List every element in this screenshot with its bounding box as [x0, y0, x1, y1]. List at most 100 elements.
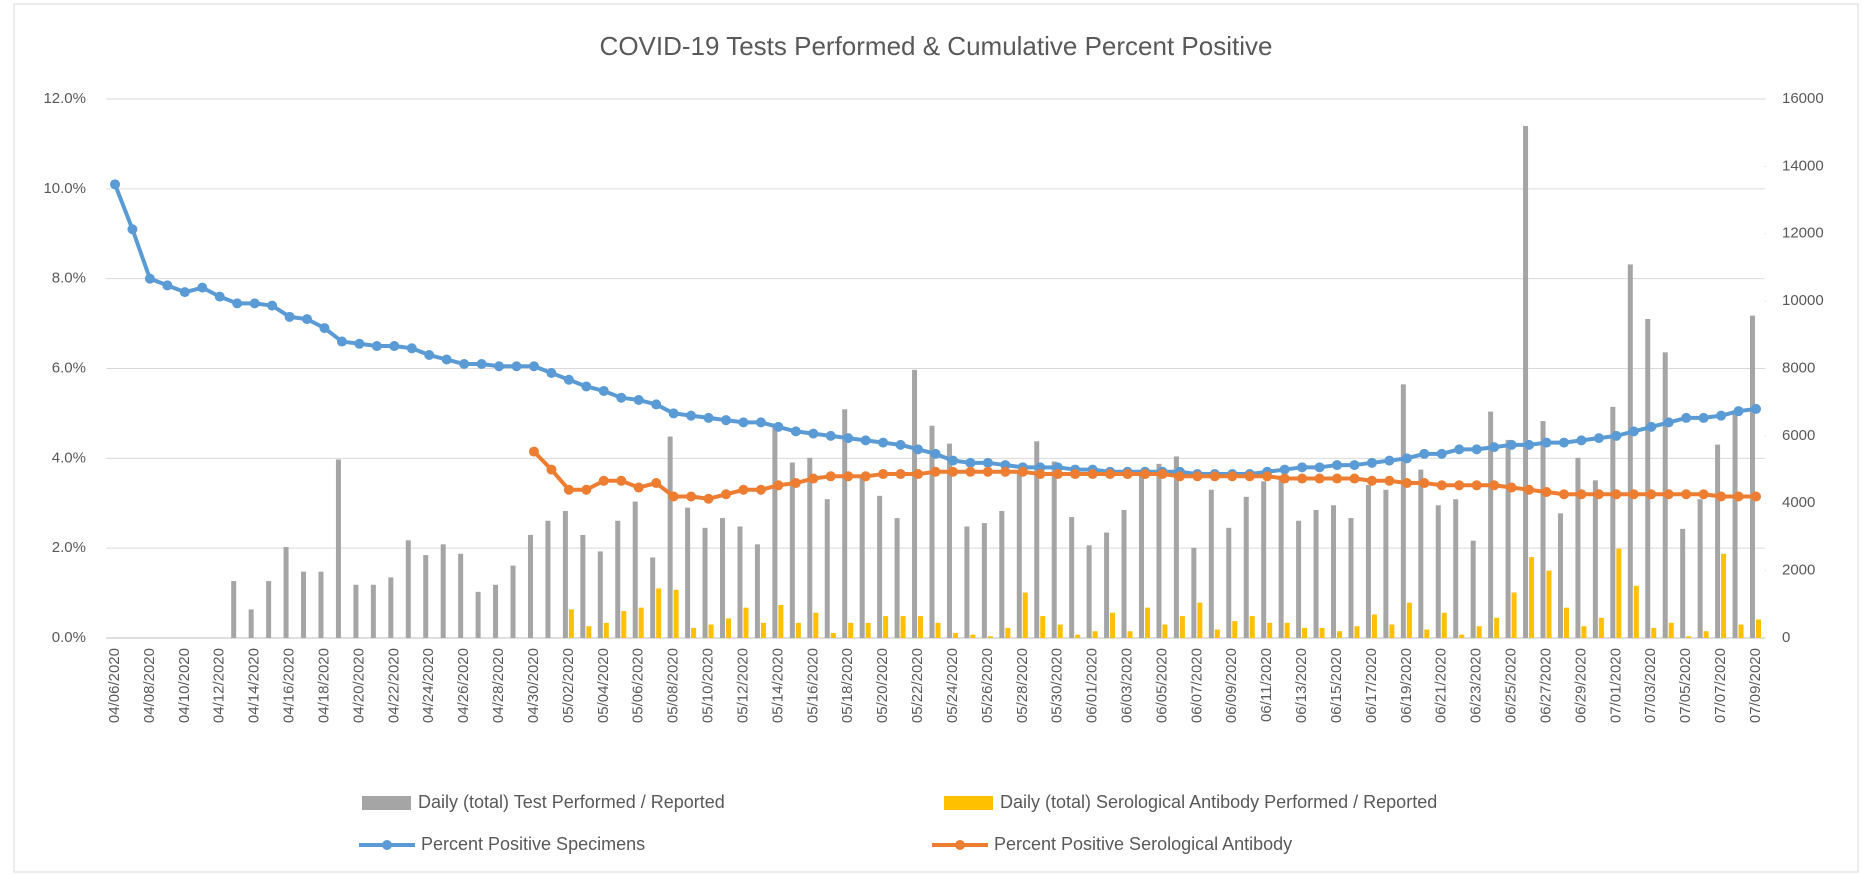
point [406, 343, 417, 354]
point [860, 471, 871, 482]
point [1000, 466, 1011, 477]
point [1733, 491, 1744, 502]
point [1558, 437, 1569, 448]
x-tick-label: 07/09/2020 [1747, 648, 1764, 723]
point [1506, 482, 1517, 493]
bar [760, 622, 766, 638]
point [1401, 478, 1412, 489]
bar [1348, 518, 1354, 638]
bar [842, 409, 848, 638]
y2-tick-label: 8000 [1782, 359, 1815, 376]
bar [632, 501, 638, 638]
bar [1086, 545, 1092, 638]
point [1506, 439, 1517, 450]
bar [1563, 607, 1569, 638]
bar [405, 540, 411, 638]
point [1524, 484, 1535, 495]
bar [1575, 457, 1581, 638]
point [1419, 478, 1430, 489]
legend-swatch [362, 796, 411, 810]
point [546, 367, 557, 378]
bar [708, 624, 714, 638]
bar [1191, 547, 1197, 638]
y2-tick-label: 2000 [1782, 562, 1815, 579]
bar [772, 423, 778, 638]
point [459, 359, 470, 370]
x-tick-label: 04/18/2020 [315, 648, 332, 723]
point [1681, 412, 1692, 423]
bar [1110, 612, 1116, 638]
x-tick-label: 05/16/2020 [804, 648, 821, 723]
point [1244, 471, 1255, 482]
x-tick-label: 06/21/2020 [1433, 648, 1450, 723]
point [179, 287, 190, 298]
bar [720, 518, 726, 638]
point [721, 489, 732, 500]
bar [597, 551, 603, 638]
bar [1441, 612, 1447, 638]
x-tick-label: 04/28/2020 [490, 648, 507, 723]
x-tick-label: 07/05/2020 [1677, 648, 1694, 723]
bar [1144, 607, 1150, 638]
point [389, 341, 400, 352]
point [1593, 433, 1604, 444]
bar [1173, 456, 1179, 638]
point [1122, 469, 1133, 480]
point [895, 469, 906, 480]
bar [1208, 489, 1214, 638]
x-tick-label: 04/30/2020 [525, 648, 542, 723]
bar [726, 618, 732, 638]
point [546, 464, 557, 475]
bar [335, 459, 341, 638]
bar [1651, 627, 1657, 638]
point [1541, 437, 1552, 448]
bar [1319, 627, 1325, 638]
point [127, 224, 138, 235]
bar [1243, 496, 1249, 638]
point [703, 412, 714, 423]
x-tick-label: 05/22/2020 [909, 648, 926, 723]
bar [1226, 527, 1232, 638]
bar [1162, 624, 1168, 638]
point [1611, 430, 1622, 441]
point [336, 336, 347, 347]
bar [1284, 622, 1290, 638]
bar [1092, 631, 1098, 638]
chart-frame [13, 3, 1859, 873]
point [913, 469, 924, 480]
point [1663, 417, 1674, 428]
point [843, 471, 854, 482]
bar [981, 523, 987, 638]
bar [1668, 622, 1674, 638]
bar [877, 495, 883, 638]
bar [1406, 602, 1412, 638]
point [825, 430, 836, 441]
point [790, 426, 801, 437]
bar [1069, 517, 1075, 638]
y2-tick-label: 12000 [1782, 225, 1824, 242]
bar [795, 622, 801, 638]
point [1716, 410, 1727, 421]
point [895, 439, 906, 450]
point [232, 298, 243, 309]
point [1227, 471, 1238, 482]
x-tick-label: 05/26/2020 [979, 648, 996, 723]
point [371, 341, 382, 352]
point [1751, 491, 1761, 502]
point [755, 484, 766, 495]
bar [475, 591, 481, 638]
x-tick-label: 05/08/2020 [665, 648, 682, 723]
point [668, 491, 679, 502]
point [947, 455, 958, 466]
bar [1232, 621, 1238, 638]
bar [1616, 548, 1622, 638]
bar [1127, 631, 1133, 638]
point [1489, 442, 1500, 453]
point [581, 381, 592, 392]
point [721, 415, 732, 426]
bar [283, 547, 289, 638]
bar [1400, 384, 1406, 638]
x-tick-label: 06/17/2020 [1363, 648, 1380, 723]
bar [813, 612, 819, 638]
